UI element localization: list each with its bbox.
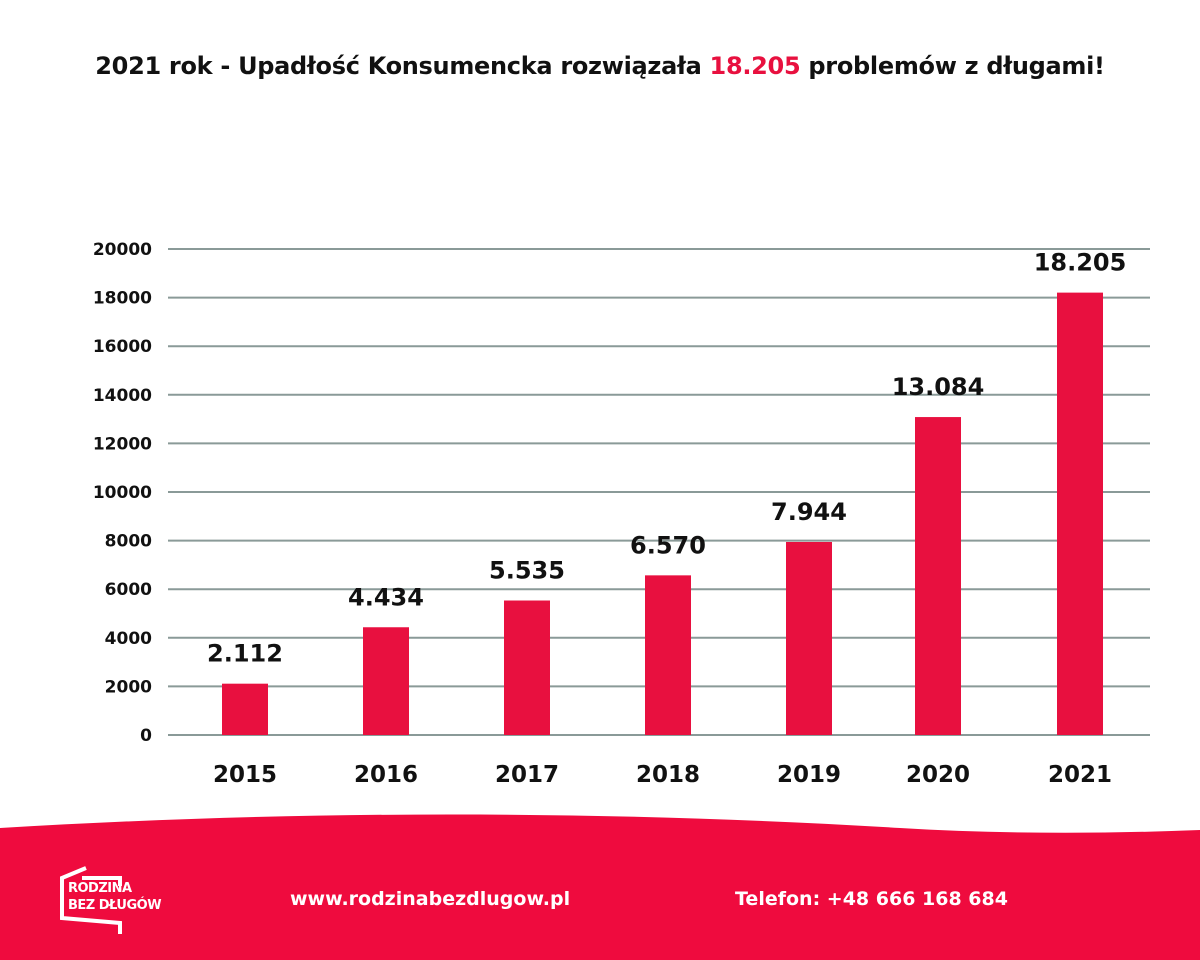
x-tick-label: 2016 xyxy=(354,762,418,788)
logo-text: RODZINA BEZ DŁUGÓW xyxy=(68,881,162,913)
bar-2015 xyxy=(222,683,268,735)
x-tick-label: 2021 xyxy=(1048,762,1112,788)
data-label: 13.084 xyxy=(892,373,985,401)
y-tick-label: 16000 xyxy=(93,337,152,357)
x-tick-label: 2019 xyxy=(777,762,841,788)
x-tick-label: 2018 xyxy=(636,762,700,788)
chart-title: 2021 rok - Upadłość Konsumencka rozwiąza… xyxy=(95,52,1105,80)
data-label: 18.205 xyxy=(1034,249,1127,277)
x-tick-label: 2015 xyxy=(213,762,277,788)
data-label: 5.535 xyxy=(489,556,565,584)
y-tick-label: 2000 xyxy=(105,677,152,697)
y-tick-label: 20000 xyxy=(93,240,152,260)
data-label: 2.112 xyxy=(207,640,283,668)
bar-2018 xyxy=(645,575,691,735)
title-highlight: 18.205 xyxy=(709,52,801,80)
data-label: 4.434 xyxy=(348,583,424,611)
y-tick-label: 8000 xyxy=(105,532,152,552)
website-link[interactable]: www.rodzinabezdlugow.pl xyxy=(290,888,571,910)
x-tick-label: 2020 xyxy=(906,762,970,788)
bar-chart: 0 2000 4000 6000 8000 10000 12000 14000 16000 180… xyxy=(93,240,1150,788)
footer-band xyxy=(0,814,1200,960)
x-tick-label: 2017 xyxy=(495,762,559,788)
data-label: 7.944 xyxy=(771,498,847,526)
bar-2020 xyxy=(915,417,961,735)
bar-2016 xyxy=(363,627,409,735)
bar-2019 xyxy=(786,541,832,735)
logo-icon xyxy=(60,866,122,934)
y-tick-label: 6000 xyxy=(105,580,152,600)
y-tick-label: 12000 xyxy=(93,434,152,454)
phone-number: Telefon: +48 666 168 684 xyxy=(735,888,1008,910)
data-label: 6.570 xyxy=(630,531,706,559)
y-tick-label: 4000 xyxy=(105,629,152,649)
y-tick-label: 14000 xyxy=(93,386,152,406)
y-tick-label: 10000 xyxy=(93,483,152,503)
y-tick-label: 0 xyxy=(140,726,152,746)
bar-2021 xyxy=(1057,292,1103,735)
y-tick-label: 18000 xyxy=(93,289,152,309)
bar-2017 xyxy=(504,600,550,735)
